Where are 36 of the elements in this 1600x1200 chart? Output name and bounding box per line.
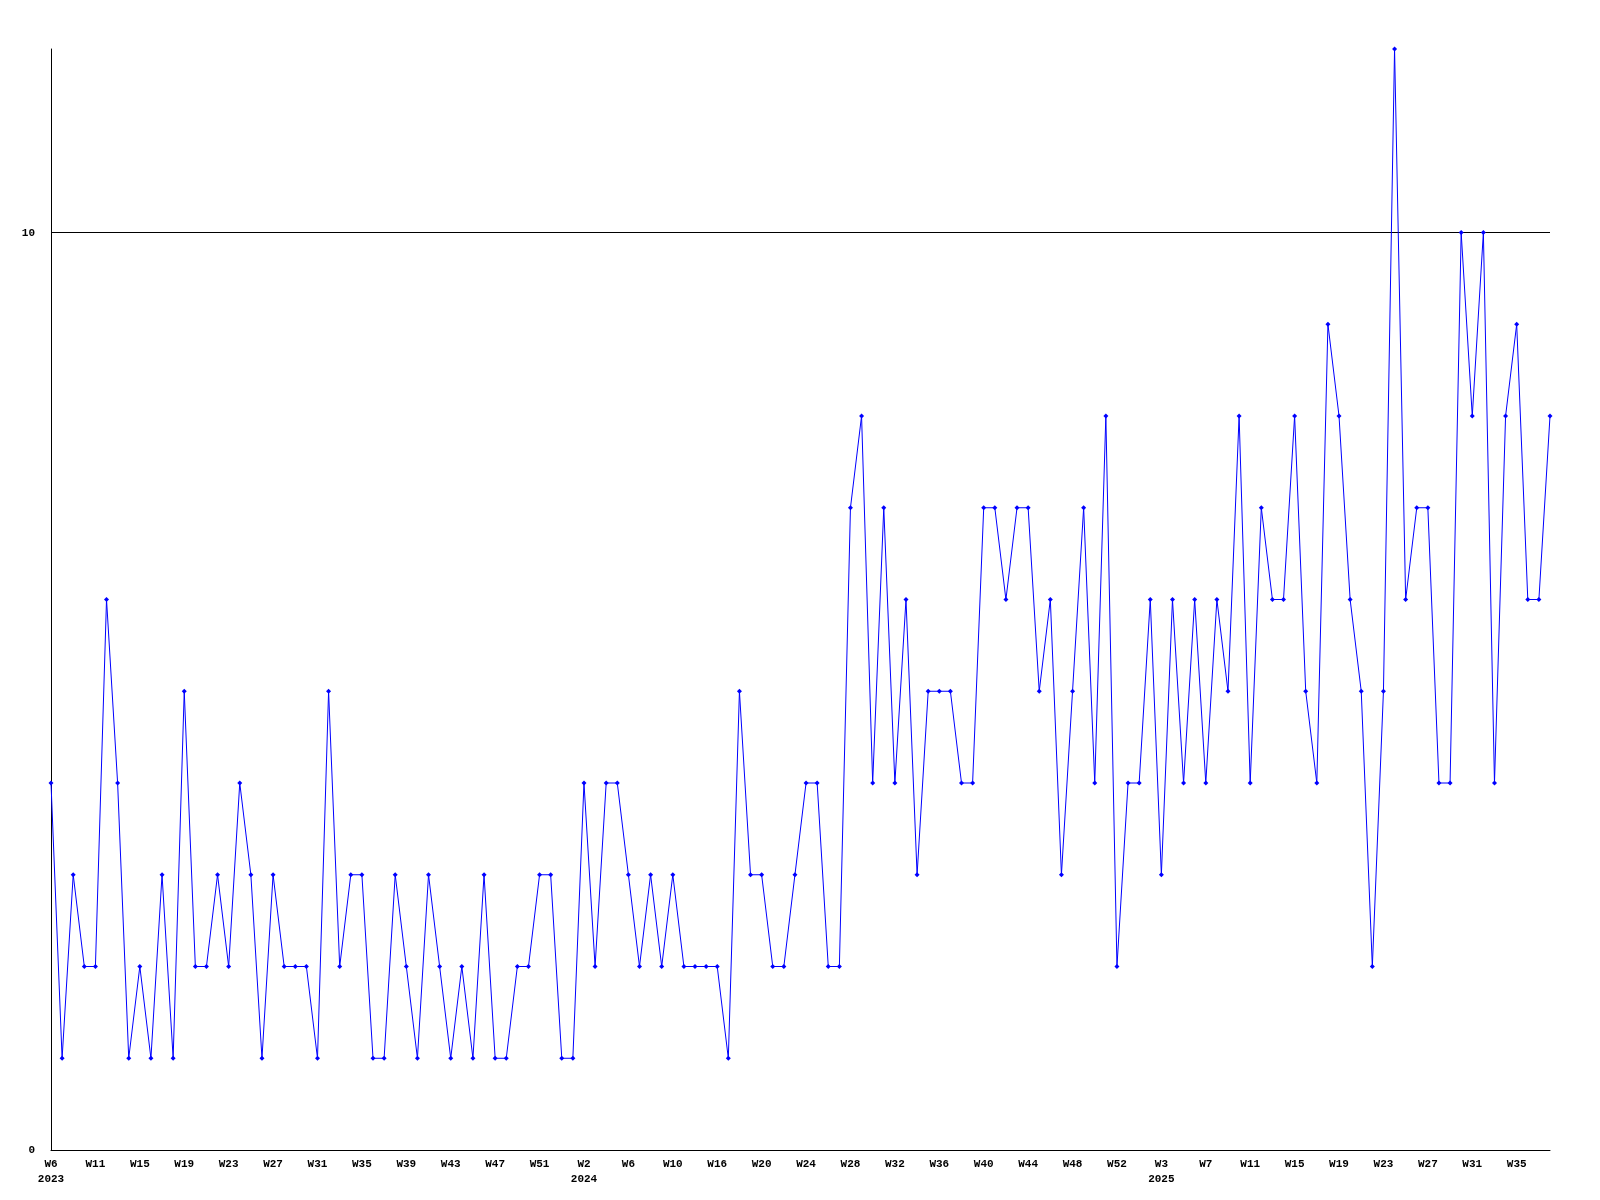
x-tick-label: W19 bbox=[174, 1157, 195, 1170]
x-tick-label: W43 bbox=[440, 1157, 462, 1170]
x-tick-label: W44 bbox=[1018, 1157, 1039, 1170]
x-tick-label: W23 bbox=[218, 1157, 239, 1170]
y-tick-label: 10 bbox=[21, 226, 35, 239]
x-tick-label: W6 2023 bbox=[37, 1157, 65, 1185]
x-tick-label: W19 bbox=[1329, 1157, 1349, 1170]
x-tick-label: W15 bbox=[1284, 1157, 1305, 1170]
x-tick-label: W7 bbox=[1199, 1157, 1213, 1170]
x-tick-label: W32 bbox=[884, 1157, 905, 1170]
x-tick-label: W11 bbox=[85, 1157, 106, 1170]
x-tick-label: W27 bbox=[1417, 1157, 1438, 1170]
x-tick-label: W15 bbox=[129, 1157, 151, 1170]
y-tick-label: 0 bbox=[28, 1144, 35, 1156]
x-tick-label: W2 2024 bbox=[570, 1157, 598, 1185]
x-tick-label: W47 bbox=[485, 1157, 506, 1170]
x-tick-label: W24 bbox=[796, 1157, 817, 1170]
x-tick-label: W48 bbox=[1062, 1157, 1083, 1170]
x-tick-label: W39 bbox=[396, 1157, 417, 1170]
x-tick-label: W11 bbox=[1240, 1157, 1261, 1170]
x-tick-label: W3 2025 bbox=[1148, 1157, 1175, 1185]
x-tick-label: W27 bbox=[263, 1157, 283, 1170]
x-tick-label: W35 bbox=[352, 1157, 373, 1170]
x-tick-label: W16 bbox=[707, 1157, 728, 1170]
x-tick-label: W28 bbox=[840, 1157, 861, 1170]
x-tick-label: W23 bbox=[1373, 1157, 1394, 1170]
x-tick-label: W35 bbox=[1506, 1157, 1527, 1170]
x-tick-label: W51 bbox=[529, 1157, 550, 1170]
x-tick-label: W20 bbox=[751, 1157, 772, 1170]
x-tick-label: W31 bbox=[307, 1157, 328, 1170]
x-tick-label: W6 bbox=[621, 1157, 635, 1170]
x-tick-label: W40 bbox=[973, 1157, 994, 1170]
x-tick-label: W31 bbox=[1462, 1157, 1483, 1170]
x-tick-label: W10 bbox=[662, 1157, 683, 1170]
x-tick-label: W36 bbox=[929, 1157, 950, 1170]
x-tick-label: W52 bbox=[1107, 1157, 1127, 1170]
